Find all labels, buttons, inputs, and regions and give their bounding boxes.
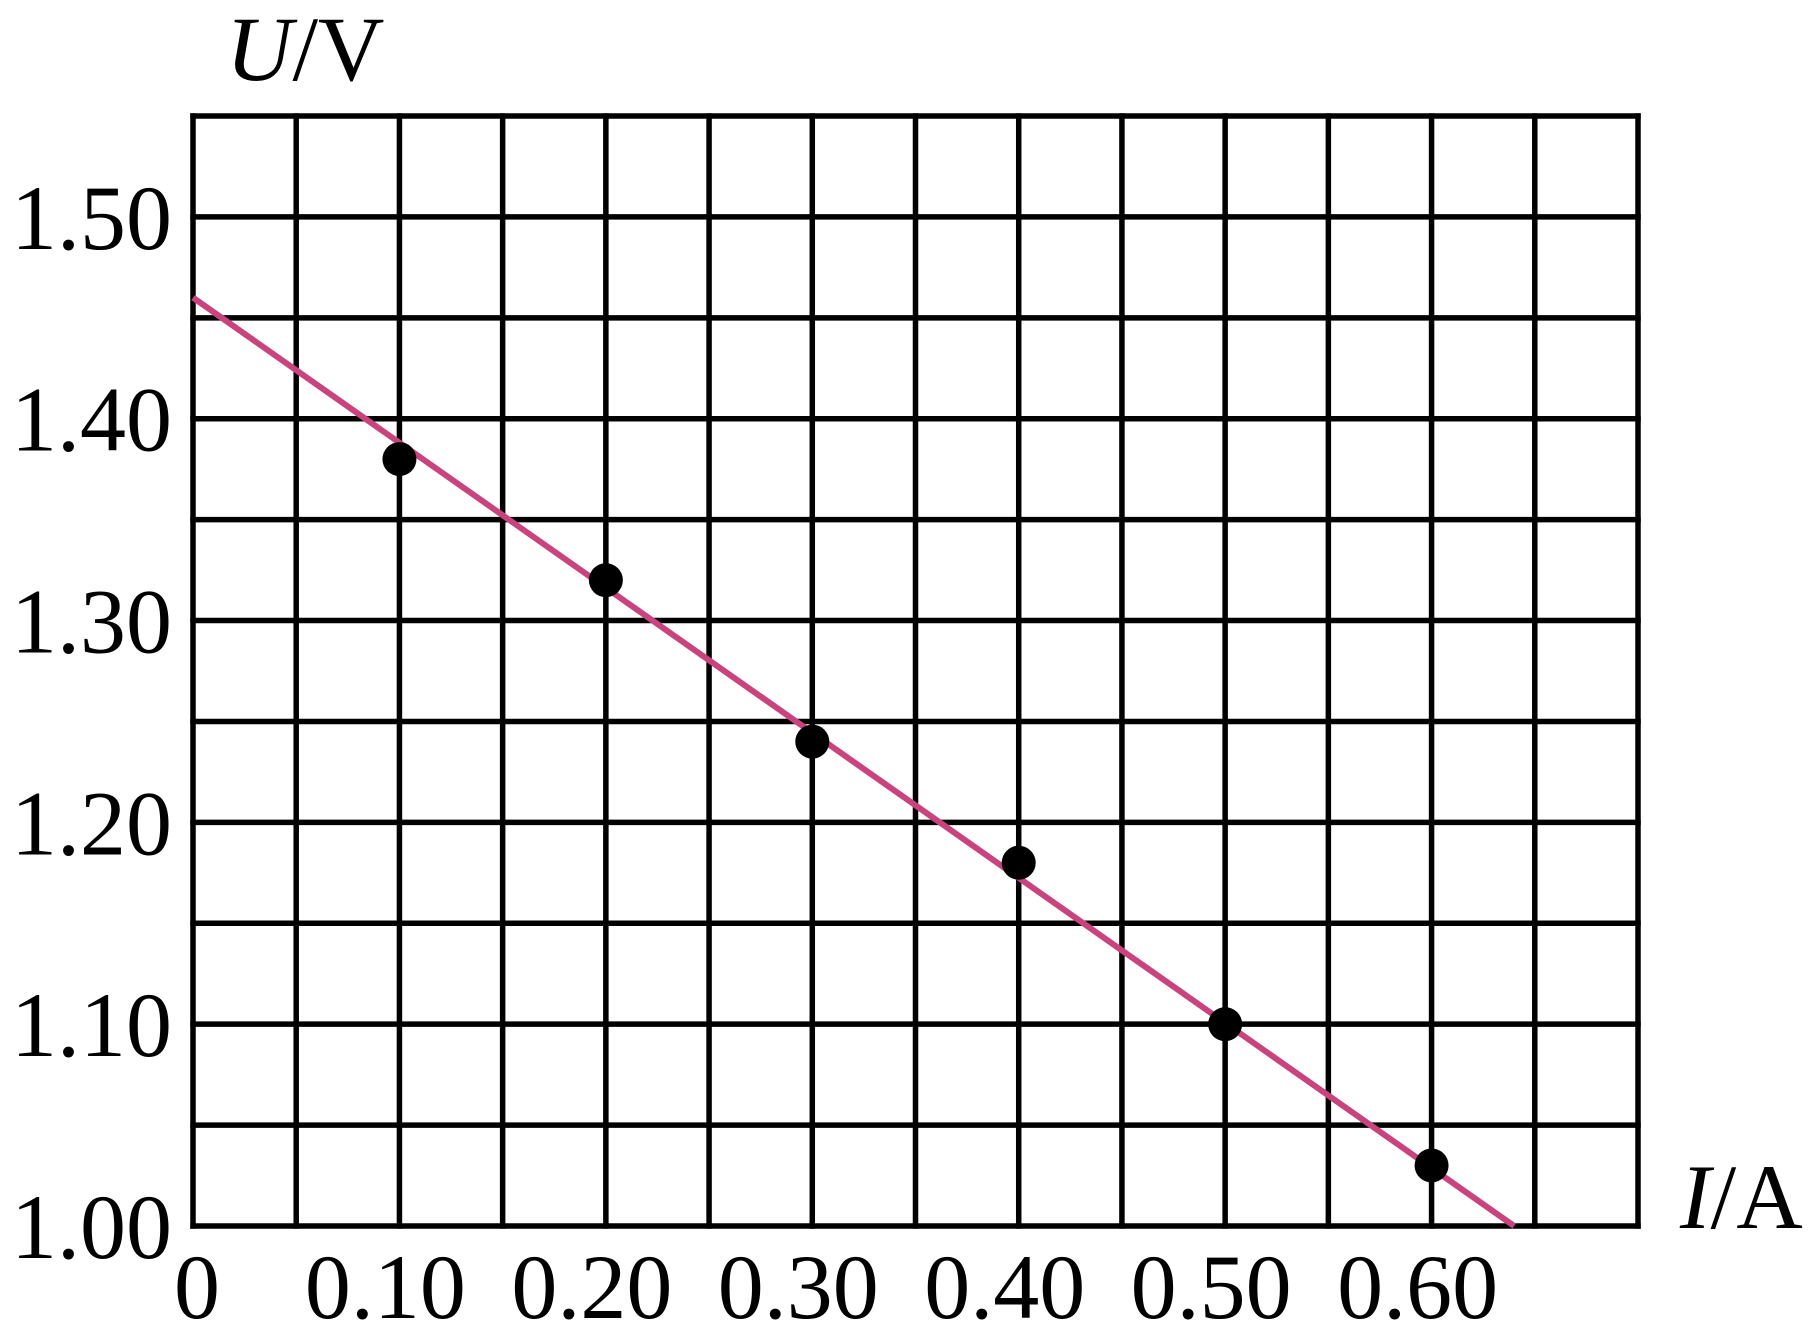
x-axis-label: I/A (1679, 1146, 1803, 1248)
y-tick-labels: 1.00 1.10 1.20 1.30 1.40 1.50 (11, 167, 172, 1278)
data-point (1208, 1007, 1243, 1042)
x-tick-label: 0 (174, 1236, 220, 1331)
x-axis-symbol: I (1679, 1146, 1715, 1248)
data-point (1001, 845, 1036, 880)
y-tick-label: 1.10 (11, 974, 172, 1076)
y-axis-label: U/V (226, 0, 384, 100)
x-tick-label: 0.30 (718, 1236, 879, 1331)
x-tick-label: 0.20 (511, 1236, 672, 1331)
y-tick-label: 1.30 (11, 571, 172, 673)
y-axis-symbol: U (226, 0, 298, 100)
y-tick-label: 1.50 (11, 167, 172, 269)
data-point (1414, 1148, 1449, 1183)
y-tick-label: 1.20 (11, 772, 172, 874)
data-points (382, 442, 1449, 1183)
x-tick-labels: 0 0.10 0.20 0.30 0.40 0.50 0.60 (174, 1236, 1498, 1331)
fit-line-group (191, 295, 1516, 1229)
data-point (382, 442, 417, 477)
y-tick-label: 1.40 (11, 369, 172, 471)
x-tick-label: 0.40 (924, 1236, 1085, 1331)
data-point (588, 563, 623, 598)
x-axis-unit: /A (1711, 1146, 1803, 1248)
x-tick-label: 0.10 (305, 1236, 466, 1331)
x-tick-label: 0.60 (1337, 1236, 1498, 1331)
y-axis-unit: /V (292, 0, 384, 100)
x-tick-label: 0.50 (1131, 1236, 1292, 1331)
y-tick-label: 1.00 (11, 1176, 172, 1278)
fit-line (191, 295, 1516, 1229)
grid (190, 113, 1641, 1229)
data-point (795, 724, 830, 759)
